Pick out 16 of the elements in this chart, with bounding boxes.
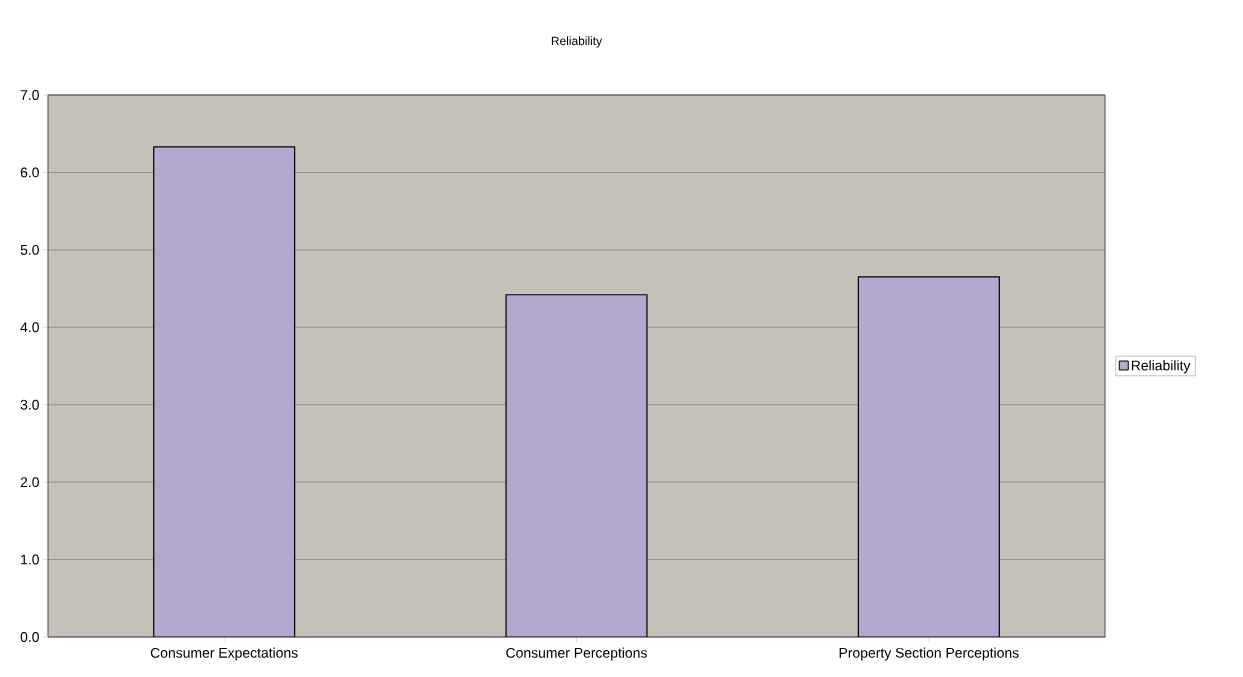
y-tick-label: 4.0 bbox=[20, 322, 39, 333]
y-tick-label: 7.0 bbox=[20, 90, 39, 100]
y-tick-label: 2.0 bbox=[20, 477, 39, 488]
x-tick-label: Consumer Perceptions bbox=[506, 647, 647, 661]
bar bbox=[505, 294, 648, 637]
bar bbox=[153, 146, 296, 637]
y-tick-label: 5.0 bbox=[20, 244, 39, 255]
y-tick-label: 0.0 bbox=[20, 632, 39, 642]
x-tick-label: Consumer Expectations bbox=[150, 647, 298, 661]
chart-title: Reliability bbox=[551, 36, 603, 48]
bar bbox=[857, 276, 1000, 637]
y-tick-label: 1.0 bbox=[21, 554, 39, 565]
y-tick-label: 6.0 bbox=[20, 167, 39, 178]
x-tick-label: Property Section Perceptions bbox=[839, 647, 1019, 661]
legend-label: Reliability bbox=[1131, 360, 1191, 374]
y-tick-label: 3.0 bbox=[20, 399, 39, 410]
